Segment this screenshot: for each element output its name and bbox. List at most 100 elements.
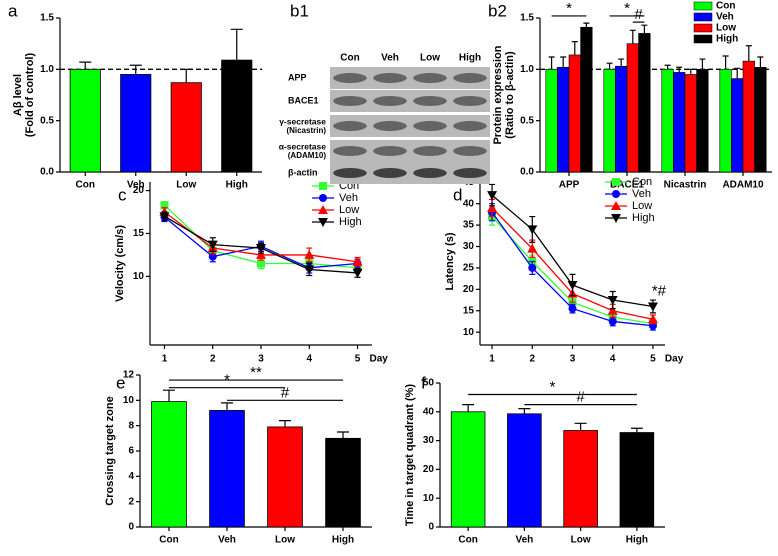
y-tick-label: 10	[133, 271, 145, 282]
error-bar	[462, 404, 475, 412]
x-tick-label: 2	[530, 354, 536, 365]
bar	[619, 432, 655, 528]
y-tick-label: 1.5	[520, 13, 534, 24]
annotation: *	[624, 0, 630, 17]
x-tick-label: 1	[489, 354, 495, 365]
legend-marker	[319, 182, 327, 190]
legend-label: Con	[632, 176, 652, 188]
error-bar	[129, 64, 142, 75]
marker	[352, 268, 363, 278]
panel-label: b1	[290, 1, 309, 20]
y-tick-label: 0	[128, 522, 134, 533]
error-bar	[571, 41, 578, 55]
panel-label: a	[8, 1, 18, 20]
y-tick-label: 10	[423, 493, 435, 504]
annotation: *	[550, 378, 556, 395]
legend-label: High	[339, 216, 362, 228]
y-tick-label: 10	[463, 327, 475, 338]
panel-label: e	[116, 373, 125, 392]
bar	[450, 411, 486, 528]
panel: a 0.0 0.5 1.0 1.5 Aβ level (Fold of control) Co…	[8, 1, 262, 191]
bar	[719, 69, 732, 173]
x-tick-label: 5	[355, 354, 361, 365]
blot-band	[373, 146, 407, 156]
y-axis-label: (Fold of control)	[24, 53, 36, 138]
blot-panel: b1 Con Veh Low High APP BACE1 γ-secretase(Nicas…	[279, 1, 490, 184]
blot-band	[333, 121, 367, 131]
x-tick-label: BACE1	[610, 180, 644, 191]
y-tick-label: 35	[463, 220, 475, 231]
blot-band	[333, 146, 367, 156]
x-tick-label: Low	[176, 180, 196, 191]
bar	[507, 413, 542, 528]
y-tick-label: 30	[423, 435, 435, 446]
bar	[661, 69, 674, 173]
marker	[159, 212, 170, 222]
legend-label: Low	[716, 23, 736, 34]
marker	[207, 240, 218, 250]
y-tick-label: 2	[128, 496, 134, 507]
lane-label: High	[459, 53, 481, 64]
blot-band	[373, 73, 407, 83]
blot-strip	[330, 140, 490, 162]
x-tick-label: 4	[610, 354, 616, 365]
x-tick-label: Low	[571, 535, 591, 546]
y-tick-label: 0.5	[520, 115, 534, 126]
bar	[557, 66, 570, 173]
error-bar	[745, 45, 752, 62]
blot-band	[453, 73, 487, 83]
legend-swatch	[693, 12, 713, 22]
error-bar	[629, 29, 636, 44]
y-tick-label: 8	[128, 420, 134, 431]
marker	[528, 263, 537, 272]
y-tick-label: 6	[128, 446, 134, 457]
y-axis-label: Crossing target zone	[104, 396, 116, 505]
error-bar	[618, 58, 625, 67]
legend-label: Low	[632, 200, 652, 212]
x-tick-label: Veh	[218, 535, 236, 546]
y-tick-label: 12	[123, 370, 135, 381]
x-tick-label: Con	[76, 180, 95, 191]
lane-label: Low	[420, 53, 440, 64]
y-tick-label: 40	[423, 406, 435, 417]
bar	[563, 430, 598, 528]
x-tick-label: High	[226, 180, 248, 191]
x-tick-label: 4	[306, 354, 312, 365]
error-bar	[180, 68, 193, 83]
x-tick-label: High	[332, 535, 354, 546]
x-tick-label: Veh	[127, 180, 145, 191]
y-axis-label: Velocity (cm/s)	[114, 225, 126, 302]
annotation: *#	[652, 283, 667, 300]
marker	[607, 296, 618, 306]
annotation: #	[634, 6, 643, 23]
error-bar	[574, 422, 587, 431]
error-bar	[548, 56, 555, 70]
x-tick-label: 2	[210, 354, 216, 365]
blot-band	[413, 146, 447, 156]
x-tick-label: 5	[650, 354, 656, 365]
panel: d1015202530354045Latency (s)12345DayConV…	[444, 176, 684, 365]
blot-row-label: BACE1	[288, 95, 319, 105]
legend-marker	[318, 205, 328, 214]
blot-row-note: (ADAM10)	[288, 151, 327, 160]
marker	[487, 191, 498, 201]
legend-swatch	[693, 23, 713, 33]
error-bar	[79, 61, 92, 70]
marker	[352, 256, 363, 266]
error-bar	[583, 22, 590, 28]
legend-swatch	[693, 1, 713, 11]
error-bar	[606, 62, 613, 70]
y-tick-label: 30	[463, 241, 475, 252]
y-tick-label: 50	[423, 378, 435, 389]
x-tick-label: High	[626, 535, 648, 546]
y-axis-label: Aβ level	[12, 74, 24, 116]
annotation: *	[224, 372, 230, 389]
blot-band	[413, 73, 447, 83]
lane-label: Veh	[381, 53, 399, 64]
bar	[209, 410, 245, 528]
legend-swatch	[693, 34, 713, 44]
y-axis-label: Latency (s)	[444, 232, 456, 290]
legend-label: Veh	[339, 192, 358, 204]
bar	[638, 33, 651, 173]
